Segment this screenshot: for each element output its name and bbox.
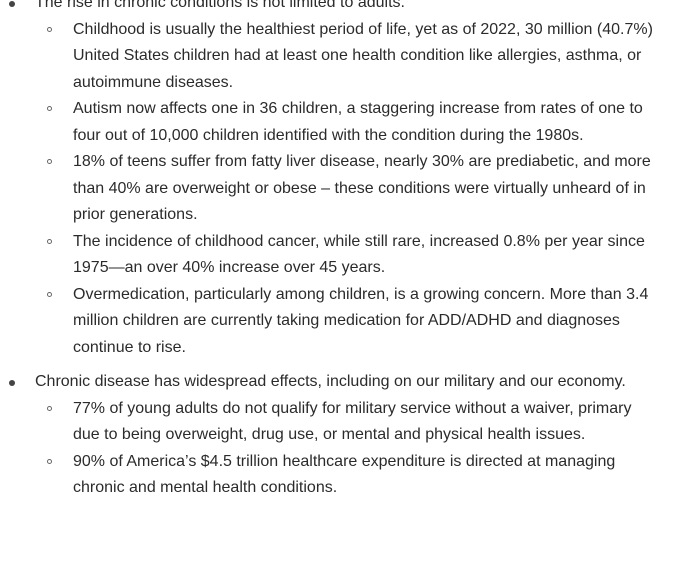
- list-item: Chronic disease has widespread effects, …: [0, 369, 673, 502]
- circle-bullet-icon: [47, 159, 52, 164]
- sub-list-item: Childhood is usually the healthiest peri…: [35, 17, 673, 97]
- sub-list-item: 90% of America’s $4.5 trillion healthcar…: [35, 449, 673, 502]
- sub-list-item: The incidence of childhood cancer, while…: [35, 229, 673, 282]
- sub-list-item-text: Childhood is usually the healthiest peri…: [73, 20, 653, 91]
- document-body: The rise in chronic conditions is not li…: [0, 0, 673, 502]
- sub-list-item: 18% of teens suffer from fatty liver dis…: [35, 149, 673, 229]
- bullet-list: The rise in chronic conditions is not li…: [0, 0, 673, 502]
- bullet-icon: [9, 1, 15, 7]
- circle-bullet-icon: [47, 291, 52, 297]
- sub-list: 77% of young adults do not qualify for m…: [35, 396, 673, 502]
- list-item-text: Chronic disease has widespread effects, …: [35, 373, 626, 390]
- sub-list-item-text: The incidence of childhood cancer, while…: [73, 232, 645, 277]
- circle-bullet-icon: [47, 238, 52, 244]
- list-item-text: The rise in chronic conditions is not li…: [35, 0, 405, 11]
- circle-bullet-icon: [47, 458, 52, 464]
- sub-list-item: Autism now affects one in 36 children, a…: [35, 96, 673, 149]
- sub-list: Childhood is usually the healthiest peri…: [35, 17, 673, 362]
- list-spacer: [0, 361, 673, 369]
- bullet-icon: [9, 380, 15, 386]
- sub-list-item-text: Autism now affects one in 36 children, a…: [73, 100, 643, 144]
- sub-list-item-text: 18% of teens suffer from fatty liver dis…: [73, 153, 651, 223]
- sub-list-item-text: 90% of America’s $4.5 trillion healthcar…: [73, 452, 616, 497]
- circle-bullet-icon: [47, 26, 52, 32]
- sub-list-item: 77% of young adults do not qualify for m…: [35, 396, 673, 449]
- sub-list-item: Overmedication, particularly among child…: [35, 282, 673, 362]
- sub-list-item-text: Overmedication, particularly among child…: [73, 285, 649, 356]
- sub-list-item-text: 77% of young adults do not qualify for m…: [73, 399, 632, 444]
- list-item: The rise in chronic conditions is not li…: [9, 0, 673, 362]
- circle-bullet-icon: [47, 106, 52, 111]
- circle-bullet-icon: [47, 405, 52, 411]
